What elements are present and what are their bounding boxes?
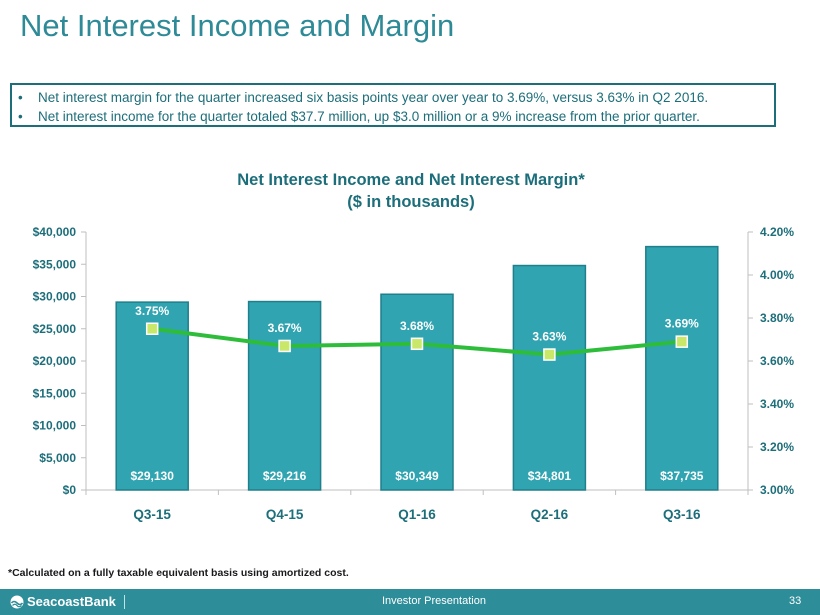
chart-subtitle: ($ in thousands) [347,193,474,211]
x-axis-category-label: Q3-16 [663,507,701,522]
right-axis-tick-label: 3.40% [760,397,794,411]
page-number: 33 [789,595,802,607]
left-axis-tick-label: $20,000 [33,354,77,368]
nim-data-label: 3.75% [135,304,169,318]
page-title: Net Interest Income and Margin [20,8,455,43]
nii-bar-data-label: $34,801 [528,469,572,483]
footnote: *Calculated on a fully taxable equivalen… [8,567,349,579]
nim-marker [145,322,159,335]
nii-bar [247,300,322,491]
x-axis-category-label: Q1-16 [398,507,436,522]
x-axis-category-label: Q2-16 [531,507,569,522]
left-axis-tick-label: $35,000 [33,257,77,271]
left-axis-tick-label: $30,000 [33,290,77,304]
left-axis-tick-label: $25,000 [33,322,77,336]
right-axis-tick-label: 3.80% [760,311,794,325]
brand-logo: SeacoastBank [10,594,125,609]
nii-bar [645,245,719,491]
left-axis-tick-label: $0 [63,483,77,497]
nim-marker [410,337,424,351]
nii-bar [512,264,587,491]
footer-bar: SeacoastBank Investor Presentation 33 [0,589,820,615]
nim-data-label: 3.68% [400,319,434,333]
brand-name: SeacoastBank [27,594,116,609]
nim-data-label: 3.63% [532,330,566,344]
nim-marker [543,348,556,361]
bullet-text: Net interest income for the quarter tota… [38,109,700,124]
nim-data-label: 3.67% [268,321,302,335]
nii-bar-data-label: $30,349 [395,469,439,483]
nim-marker [675,335,689,348]
nii-bar-data-label: $29,216 [263,469,307,483]
left-axis-tick-label: $40,000 [33,225,77,239]
nim-marker [278,339,291,353]
bullet-text: Net interest margin for the quarter incr… [38,90,709,105]
nii-nim-chart: Net Interest Income and Net Interest Mar… [33,171,795,522]
left-axis-tick-label: $10,000 [33,419,77,433]
x-axis-category-label: Q3-15 [133,507,171,522]
left-axis-tick-label: $5,000 [39,451,76,465]
brand-divider [123,594,125,609]
nii-bar [380,293,454,491]
nii-bar-data-label: $37,735 [660,469,704,483]
summary-bullet: • Net interest margin for the quarter inc… [18,88,774,107]
x-axis-category-label: Q4-15 [266,507,304,522]
footer-label: Investor Presentation [382,595,486,607]
chart-title: Net Interest Income and Net Interest Mar… [237,171,585,189]
right-axis-tick-label: 3.60% [760,354,794,368]
nii-bar-data-label: $29,130 [131,469,175,483]
right-axis-tick-label: 3.00% [760,483,794,497]
bullet-dot-icon: • [18,90,23,105]
bullet-dot-icon: • [18,109,23,124]
right-axis-tick-label: 3.20% [760,440,794,454]
seacoast-logo-icon [10,595,24,608]
right-axis-tick-label: 4.00% [760,268,794,282]
nim-data-label: 3.69% [665,317,699,331]
right-axis-tick-label: 4.20% [760,225,794,239]
summary-box: • Net interest margin for the quarter inc… [10,83,776,127]
summary-bullet: • Net interest income for the quarter tot… [18,107,774,126]
left-axis-tick-label: $15,000 [33,386,77,400]
